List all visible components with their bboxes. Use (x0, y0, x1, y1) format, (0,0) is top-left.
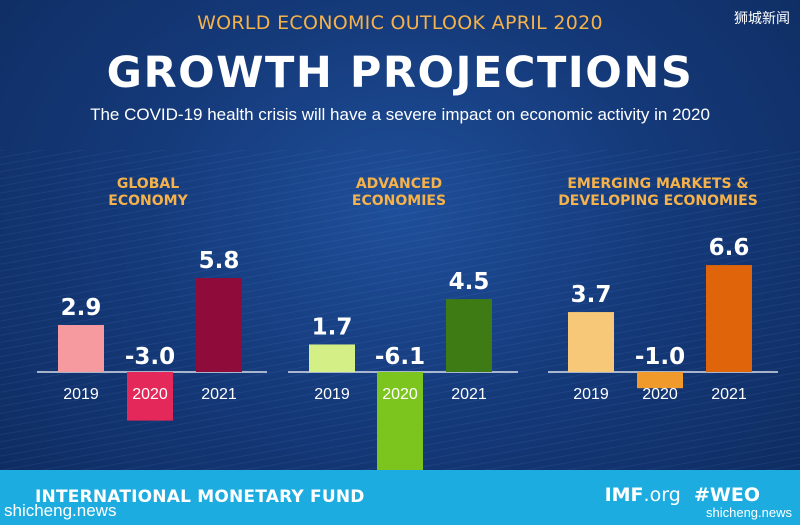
bar (637, 372, 683, 389)
bar (377, 372, 423, 470)
chart-title-line: DEVELOPING ECONOMIES (558, 193, 758, 209)
value-label: 1.7 (312, 314, 353, 340)
footer-hashtag[interactable]: #WEO (693, 484, 760, 506)
chart-title-line: GLOBAL (117, 176, 179, 192)
bar (446, 299, 492, 372)
growth-bar-charts: GLOBAL ECONOMY 2019 2.9 2020 -3.0 2021 5.8 ADVAN… (58, 176, 758, 470)
value-label: -1.0 (635, 344, 685, 370)
value-label: 2.9 (61, 295, 102, 321)
bar (568, 312, 614, 372)
watermark-right: shicheng.news (706, 505, 792, 520)
value-label: -6.1 (375, 344, 425, 370)
value-label: 3.7 (571, 282, 612, 308)
bar (58, 325, 104, 372)
category-label: 2019 (63, 386, 99, 403)
category-label: 2019 (314, 386, 350, 403)
category-label: 2021 (711, 386, 747, 403)
category-label: 2020 (642, 386, 678, 403)
category-label: 2020 (132, 386, 168, 403)
category-label: 2021 (201, 386, 237, 403)
watermark-left: shicheng.news (4, 501, 117, 520)
bar (309, 344, 355, 372)
bar (127, 372, 173, 421)
chart-title-line: ADVANCED (356, 176, 442, 192)
footer-bar: INTERNATIONAL MONETARY FUND IMF.org #WEO (0, 470, 800, 525)
category-label: 2020 (382, 386, 418, 403)
page-subtitle: The COVID-19 health crisis will have a s… (90, 105, 710, 124)
chart-title: GLOBAL ECONOMY (108, 176, 188, 209)
footer-site-light[interactable]: .org (643, 484, 681, 506)
category-label: 2019 (573, 386, 609, 403)
value-label: -3.0 (125, 344, 175, 370)
corner-watermark: 狮城新闻 (734, 11, 790, 27)
footer-site-links: IMF.org #WEO (605, 484, 760, 506)
bar (706, 265, 752, 372)
value-label: 4.5 (449, 269, 490, 295)
value-label: 5.8 (199, 248, 240, 274)
report-name: WORLD ECONOMIC OUTLOOK APRIL 2020 (197, 12, 603, 34)
bar (196, 278, 242, 372)
footer-org-name: INTERNATIONAL MONETARY FUND (35, 487, 365, 507)
chart-title: ADVANCED ECONOMIES (352, 176, 446, 209)
footer-site-bold[interactable]: IMF (604, 484, 644, 506)
chart-title-line: EMERGING MARKETS & (567, 176, 748, 192)
chart-title-line: ECONOMY (108, 193, 188, 209)
page-title: GROWTH PROJECTIONS (106, 48, 694, 98)
chart-title: EMERGING MARKETS & DEVELOPING ECONOMIES (558, 176, 758, 209)
value-label: 6.6 (709, 235, 750, 261)
category-label: 2021 (451, 386, 487, 403)
chart-title-line: ECONOMIES (352, 193, 446, 209)
